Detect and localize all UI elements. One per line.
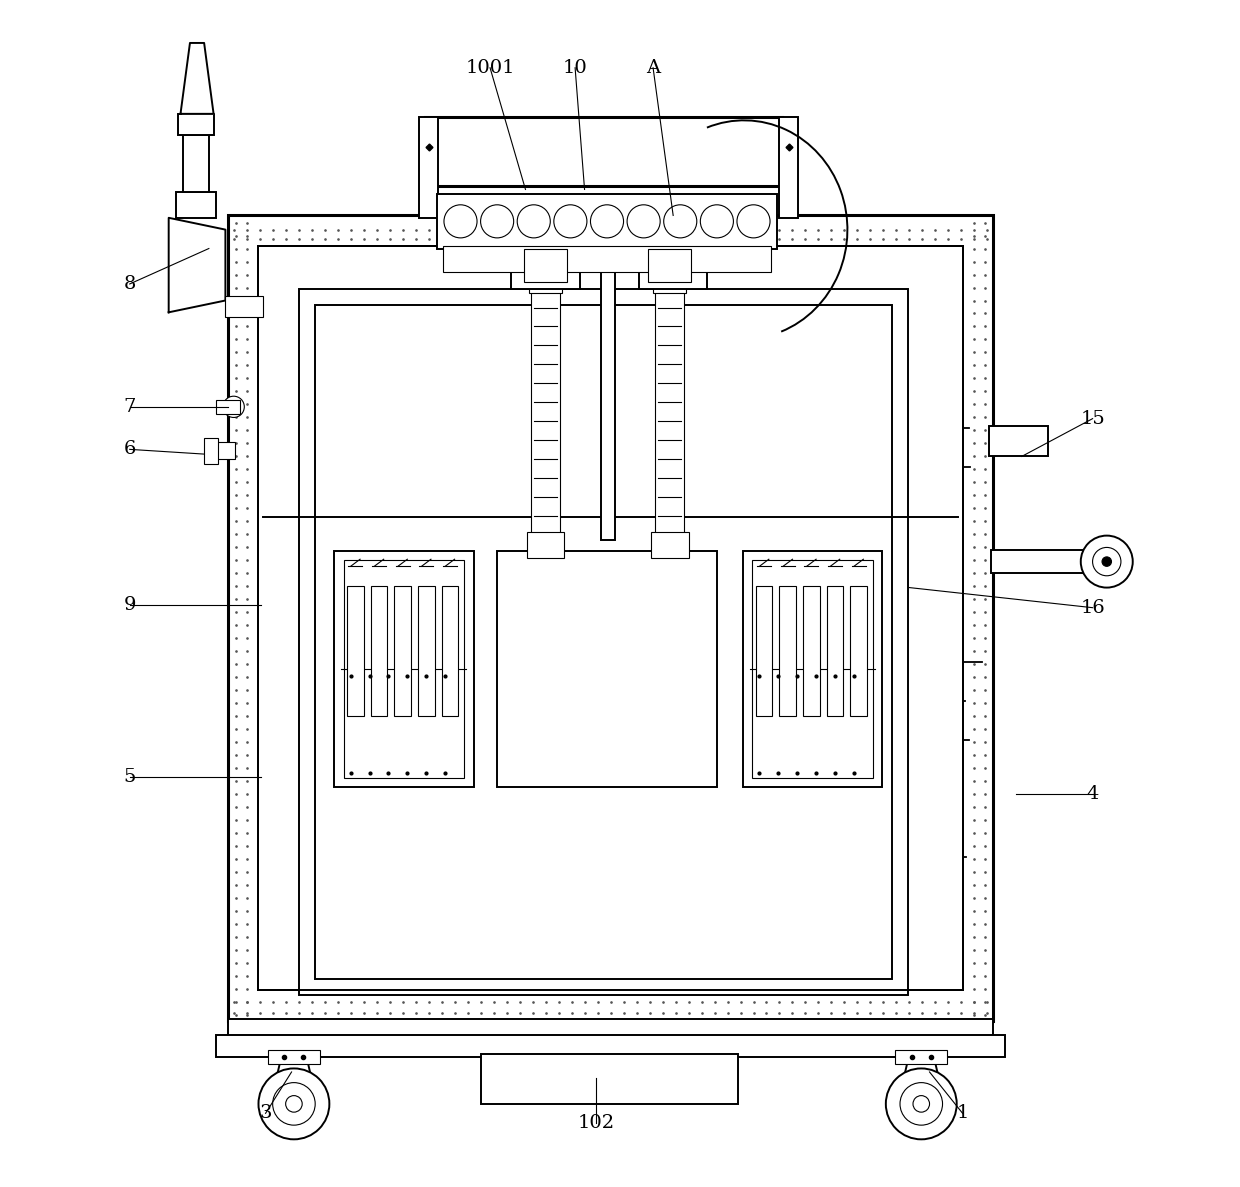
Bar [481, 1054, 738, 1104]
Circle shape [663, 205, 697, 237]
Text: A: A [646, 59, 660, 77]
Circle shape [1102, 557, 1111, 566]
Circle shape [1081, 535, 1133, 588]
Text: 10: 10 [563, 59, 588, 77]
Bar [441, 586, 458, 717]
Text: 8: 8 [124, 275, 136, 293]
Circle shape [444, 205, 477, 237]
Bar [371, 586, 387, 717]
Text: 9: 9 [124, 596, 136, 615]
Circle shape [481, 205, 513, 237]
Bar [334, 551, 474, 787]
Text: 3: 3 [259, 1104, 272, 1123]
Circle shape [737, 205, 770, 237]
Bar [216, 400, 239, 414]
Text: 16: 16 [1080, 598, 1105, 617]
Bar [228, 215, 993, 1021]
Bar [228, 1018, 993, 1037]
Bar [347, 586, 363, 717]
Bar [988, 426, 1048, 457]
Bar [419, 118, 438, 217]
Bar [394, 586, 410, 717]
Bar [601, 233, 615, 540]
Bar [827, 586, 843, 717]
Bar [525, 248, 567, 281]
Polygon shape [169, 217, 226, 312]
Text: 4: 4 [1086, 786, 1099, 804]
Text: 15: 15 [1080, 410, 1105, 427]
Bar [532, 286, 559, 534]
Bar [216, 1035, 1006, 1056]
Circle shape [913, 1096, 930, 1112]
Circle shape [701, 205, 733, 237]
Bar [258, 246, 962, 990]
Bar [425, 118, 782, 186]
Bar [743, 551, 883, 787]
Circle shape [517, 205, 551, 237]
Bar [527, 532, 564, 558]
Bar [653, 267, 686, 293]
Bar [182, 135, 208, 192]
Bar [756, 586, 773, 717]
Text: 7: 7 [124, 398, 136, 415]
Bar [443, 246, 771, 272]
Circle shape [1092, 547, 1121, 576]
Bar [656, 286, 683, 534]
Circle shape [627, 205, 660, 237]
Text: 5: 5 [124, 768, 136, 786]
Bar [511, 207, 580, 288]
Text: 1001: 1001 [465, 59, 515, 77]
Bar [851, 586, 867, 717]
Bar [651, 532, 688, 558]
Bar [753, 560, 873, 777]
Bar [343, 560, 464, 777]
Bar [315, 305, 892, 978]
Polygon shape [181, 43, 213, 114]
Bar [436, 195, 777, 248]
Bar [268, 1049, 320, 1064]
Circle shape [900, 1083, 942, 1125]
Text: 1: 1 [956, 1104, 968, 1123]
Circle shape [223, 396, 244, 418]
Bar [299, 288, 908, 995]
Circle shape [885, 1068, 957, 1140]
Bar [179, 114, 213, 135]
Bar [226, 296, 263, 317]
Bar [780, 586, 796, 717]
Bar [176, 192, 216, 217]
Circle shape [590, 205, 624, 237]
Circle shape [258, 1068, 330, 1140]
Circle shape [285, 1096, 303, 1112]
Bar [418, 586, 434, 717]
Bar [804, 586, 820, 717]
Bar [991, 550, 1097, 573]
Bar [529, 267, 562, 293]
Text: 6: 6 [124, 440, 136, 458]
Bar [213, 443, 234, 459]
Bar [639, 207, 708, 288]
Circle shape [554, 205, 587, 237]
Bar [895, 1049, 947, 1064]
Bar [497, 551, 717, 787]
Circle shape [273, 1083, 315, 1125]
Text: 102: 102 [578, 1113, 615, 1131]
Bar [205, 438, 218, 464]
Bar [780, 118, 799, 217]
Bar [649, 248, 691, 281]
